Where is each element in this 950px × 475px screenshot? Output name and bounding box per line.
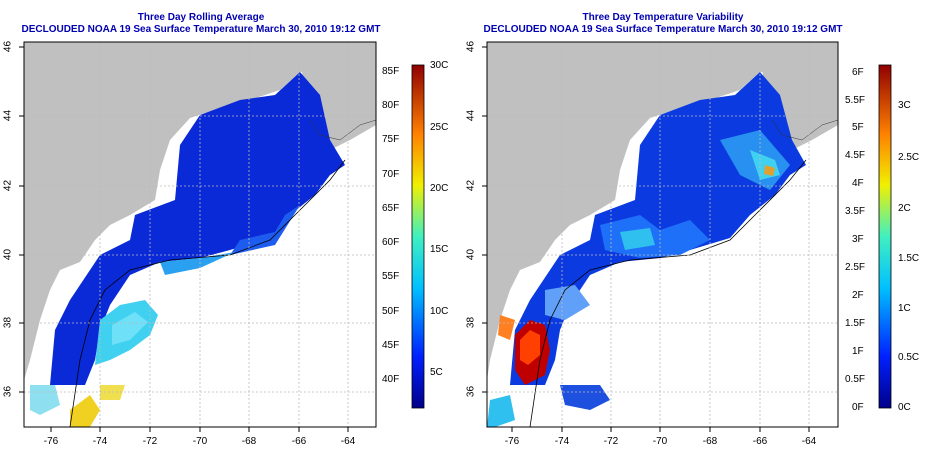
cb-label: 0.5F xyxy=(845,374,866,385)
left-x-tick: -74 xyxy=(92,436,108,447)
left-title-line2: DECLOUDED NOAA 19 Sea Surface Temperatur… xyxy=(21,24,381,35)
right-y-tick: 42 xyxy=(465,179,477,192)
right-x-tick: -66 xyxy=(752,436,768,447)
cb-label: 0F xyxy=(852,402,864,413)
right-title: Three Day Temperature Variability DECLOU… xyxy=(482,12,844,36)
cb-label: 40F xyxy=(382,374,400,385)
left-x-tick: -76 xyxy=(43,436,59,447)
left-title-line1: Three Day Rolling Average xyxy=(137,12,265,23)
cb-label: 65F xyxy=(382,203,400,214)
right-x-tick: -68 xyxy=(702,436,718,447)
left-colorbar xyxy=(411,64,425,409)
cb-label: 85F xyxy=(382,66,400,77)
cb-label: 5C xyxy=(430,367,443,378)
right-title-line1: Three Day Temperature Variability xyxy=(582,12,744,23)
left-x-tick: -64 xyxy=(340,436,356,447)
cb-label: 3.5F xyxy=(845,206,866,217)
cb-label: 2.5C xyxy=(898,152,920,163)
cb-label: 2F xyxy=(852,290,864,301)
cb-label: 1.5C xyxy=(898,253,920,264)
cb-label: 3F xyxy=(852,234,864,245)
right-y-tick: 36 xyxy=(465,385,477,398)
left-title: Three Day Rolling Average DECLOUDED NOAA… xyxy=(20,12,382,36)
cb-label: 80F xyxy=(382,100,400,111)
cb-label: 3C xyxy=(898,100,911,111)
left-land xyxy=(24,42,376,380)
cb-label: 60F xyxy=(382,237,400,248)
cb-label: 0.5C xyxy=(898,352,920,363)
right-y-tick: 46 xyxy=(465,40,477,53)
right-x-tick: -76 xyxy=(504,436,520,447)
right-colorbar xyxy=(878,64,892,409)
cb-label: 6F xyxy=(852,67,864,78)
cb-label: 4.5F xyxy=(845,150,866,161)
left-x-tick: -66 xyxy=(291,436,307,447)
cb-label: 1C xyxy=(898,303,911,314)
cb-label: 5F xyxy=(852,122,864,133)
cb-label: 1F xyxy=(852,346,864,357)
cb-label: 2C xyxy=(898,203,911,214)
left-x-tick: -72 xyxy=(142,436,158,447)
right-y-tick: 38 xyxy=(465,316,477,329)
right-x-tick: -70 xyxy=(652,436,668,447)
cb-label: 75F xyxy=(382,134,400,145)
cb-label: 30C xyxy=(430,60,449,71)
left-x-tick: -68 xyxy=(241,436,257,447)
cb-label: 70F xyxy=(382,169,400,180)
right-x-tick: -72 xyxy=(603,436,619,447)
left-x-tick: -70 xyxy=(192,436,208,447)
cb-label: 55F xyxy=(382,271,400,282)
cb-label: 0C xyxy=(898,402,911,413)
cb-label: 20C xyxy=(430,183,449,194)
right-y-tick: 44 xyxy=(465,109,477,122)
left-shelf-water xyxy=(50,72,345,385)
cb-label: 25C xyxy=(430,122,449,133)
cb-label: 50F xyxy=(382,306,400,317)
right-y-tick: 40 xyxy=(465,248,477,261)
cb-label: 15C xyxy=(430,244,449,255)
cb-label: 4F xyxy=(852,178,864,189)
cb-label: 5.5F xyxy=(845,95,866,106)
cb-label: 10C xyxy=(430,306,449,317)
cb-label: 1.5F xyxy=(845,318,866,329)
right-x-tick: -64 xyxy=(801,436,817,447)
cb-label: 45F xyxy=(382,340,400,351)
right-x-tick: -74 xyxy=(554,436,570,447)
cb-label: 2.5F xyxy=(845,262,866,273)
right-title-line2: DECLOUDED NOAA 19 Sea Surface Temperatur… xyxy=(483,24,843,35)
